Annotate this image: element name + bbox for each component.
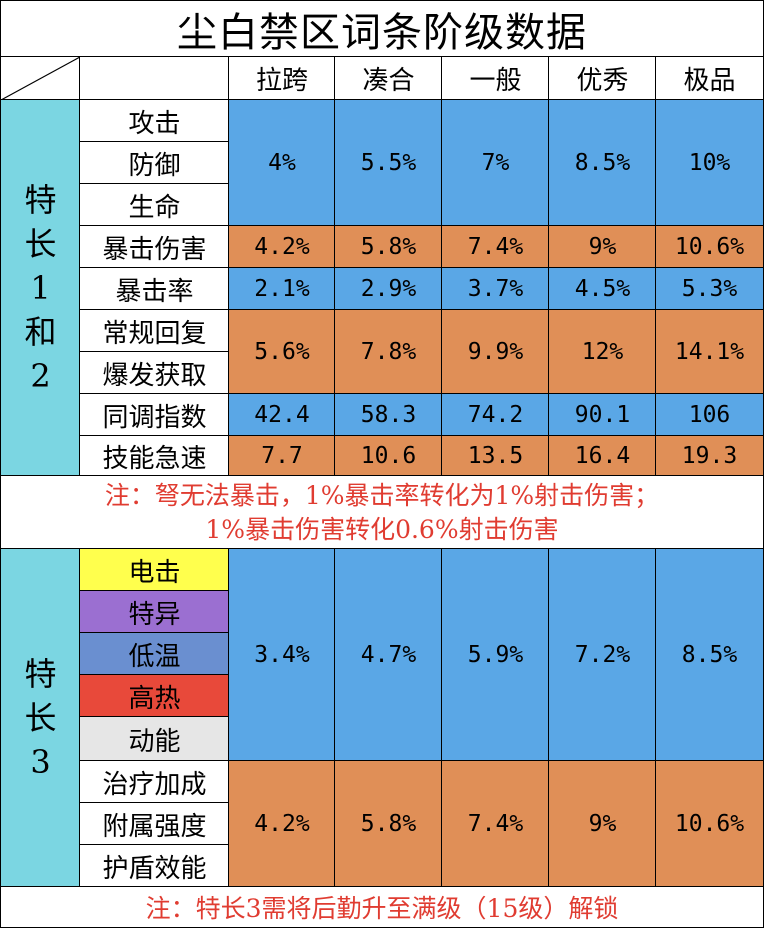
value-cell: 10.6%: [655, 760, 764, 888]
value-cell: 10.6%: [655, 225, 764, 269]
tier-header: 一般: [441, 56, 550, 101]
section2-label-char: 3: [30, 743, 51, 781]
page-title: 尘白禁区词条阶级数据: [0, 0, 764, 58]
value-cell: 58.3: [334, 393, 443, 437]
tier-header: 优秀: [548, 56, 657, 101]
value-cell: 106: [655, 393, 764, 437]
value-cell: 12%: [548, 309, 657, 395]
attr-label: 防御: [79, 141, 230, 185]
diagonal-line: [1, 57, 80, 100]
support-attr: 附属强度: [79, 802, 230, 846]
value-cell: 4%: [228, 99, 336, 227]
section2-label-char: 长: [24, 699, 57, 737]
attr-label: 生命: [79, 183, 230, 227]
value-cell: 4.7%: [334, 548, 443, 762]
value-cell: 10.6: [334, 435, 443, 477]
value-cell: 7.8%: [334, 309, 443, 395]
value-cell: 3.4%: [228, 548, 336, 762]
value-cell: 42.4: [228, 393, 336, 437]
tier-header: 拉跨: [228, 56, 336, 101]
value-cell: 10%: [655, 99, 764, 227]
section1-label-char: 长: [24, 225, 57, 263]
value-cell: 5.5%: [334, 99, 443, 227]
section1-label-char: 特: [24, 181, 57, 219]
attr-label: 爆发获取: [79, 351, 230, 395]
attr-label: 技能急速: [79, 435, 230, 477]
value-cell: 4.2%: [228, 760, 336, 888]
note-line: 1%暴击伤害转化0.6%射击伤害: [205, 514, 559, 544]
header-corner-right: [79, 56, 230, 101]
element-attr-frost: 低温: [79, 632, 230, 676]
value-cell: 13.5: [441, 435, 550, 477]
attr-label: 同调指数: [79, 393, 230, 437]
element-attr-electric: 电击: [79, 548, 230, 592]
section1-label-char: 1: [30, 269, 51, 307]
note-line: 注：弩无法暴击，1%暴击率转化为1%射击伤害；: [104, 480, 660, 510]
diagonal-line: [80, 57, 229, 100]
attr-label: 常规回复: [79, 309, 230, 353]
attr-label: 暴击率: [79, 267, 230, 311]
value-cell: 4.2%: [228, 225, 336, 269]
value-cell: 9%: [548, 225, 657, 269]
tier-header: 凑合: [334, 56, 443, 101]
value-cell: 7.7: [228, 435, 336, 477]
value-cell: 90.1: [548, 393, 657, 437]
value-cell: 74.2: [441, 393, 550, 437]
value-cell: 7.4%: [441, 225, 550, 269]
section1-note: 注：弩无法暴击，1%暴击率转化为1%射击伤害； 1%暴击伤害转化0.6%射击伤害: [0, 475, 764, 550]
value-cell: 8.5%: [655, 548, 764, 762]
value-cell: 5.9%: [441, 548, 550, 762]
section1-label: 特 长 1 和 2: [0, 99, 81, 477]
support-attr: 治疗加成: [79, 760, 230, 804]
section1-label-char: 2: [30, 357, 51, 395]
section1-label-char: 和: [24, 313, 57, 351]
value-cell: 16.4: [548, 435, 657, 477]
section2-label-char: 特: [24, 655, 57, 693]
section2-note: 注：特长3需将后勤升至满级（15级）解锁: [0, 886, 764, 928]
attr-label: 攻击: [79, 99, 230, 143]
value-cell: 9%: [548, 760, 657, 888]
value-cell: 5.8%: [334, 760, 443, 888]
tier-header: 极品: [655, 56, 764, 101]
value-cell: 4.5%: [548, 267, 657, 311]
value-cell: 7.2%: [548, 548, 657, 762]
value-cell: 7%: [441, 99, 550, 227]
element-attr-heat: 高热: [79, 674, 230, 718]
value-cell: 5.3%: [655, 267, 764, 311]
section2-label: 特 长 3: [0, 548, 81, 888]
attr-label: 暴击伤害: [79, 225, 230, 269]
value-cell: 2.1%: [228, 267, 336, 311]
value-cell: 8.5%: [548, 99, 657, 227]
value-cell: 3.7%: [441, 267, 550, 311]
support-attr: 护盾效能: [79, 844, 230, 888]
value-cell: 2.9%: [334, 267, 443, 311]
value-cell: 19.3: [655, 435, 764, 477]
value-cell: 9.9%: [441, 309, 550, 395]
value-cell: 5.6%: [228, 309, 336, 395]
element-attr-kinetic: 动能: [79, 716, 230, 762]
value-cell: 14.1%: [655, 309, 764, 395]
value-cell: 5.8%: [334, 225, 443, 269]
header-corner-left: [0, 56, 81, 101]
value-cell: 7.4%: [441, 760, 550, 888]
element-attr-anomaly: 特异: [79, 590, 230, 634]
